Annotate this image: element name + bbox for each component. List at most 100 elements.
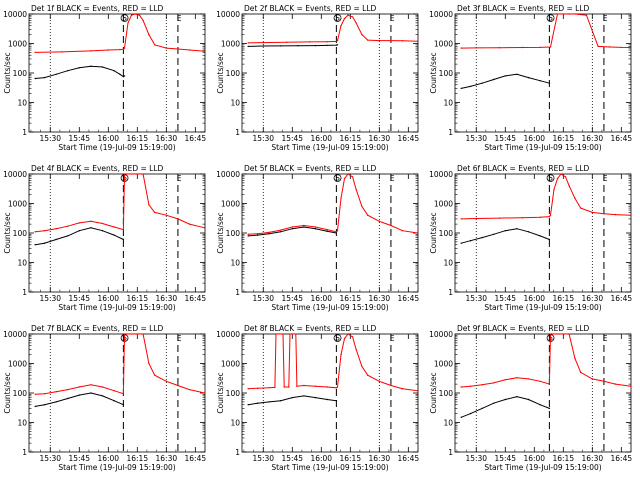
data-point-lld — [475, 47, 477, 49]
data-point-events — [314, 228, 317, 230]
data-point-events — [335, 400, 338, 402]
data-point-events — [314, 396, 317, 399]
data-point-events — [548, 407, 551, 410]
data-point-events — [303, 226, 305, 228]
data-point-events — [504, 75, 506, 77]
x-tick-label: 16:00 — [97, 294, 119, 303]
x-tick-label: 16:15 — [339, 134, 361, 143]
data-point-lld — [142, 19, 144, 22]
plot-frame — [241, 13, 419, 133]
data-point-events — [481, 407, 483, 410]
plot-frame — [241, 333, 419, 453]
data-point-events — [247, 404, 249, 406]
data-point-lld — [101, 222, 104, 225]
data-point-lld — [378, 39, 380, 42]
x-tick-label: 16:45 — [398, 134, 420, 143]
x-tick-label: 16:00 — [310, 134, 332, 143]
data-point-lld — [123, 47, 126, 49]
data-point-events — [67, 397, 69, 400]
data-point-lld — [522, 46, 524, 49]
x-tick-label: 16:15 — [126, 294, 148, 303]
saa-marker-circle — [546, 14, 555, 22]
data-point-lld — [142, 334, 144, 335]
data-point-lld — [390, 224, 392, 227]
y-tick-label: 1 — [235, 448, 240, 457]
x-tick-label: 15:30 — [39, 294, 61, 303]
data-point-events — [122, 238, 125, 241]
x-axis-label: Start Time (19-Jul-09 15:19:00) — [484, 463, 601, 472]
y-tick-label: 10 — [443, 419, 453, 428]
data-point-events — [55, 238, 57, 241]
y-tick-label: 10 — [17, 99, 27, 108]
data-point-lld — [620, 46, 622, 49]
data-point-events — [268, 401, 270, 403]
panel-title: Det 9f BLACK = Events, RED = LLD — [457, 324, 590, 333]
data-point-lld — [548, 383, 551, 385]
panel-det-3: Det 3f BLACK = Events, RED = LLD 1 10 100 10… — [429, 4, 632, 152]
series-line-lld — [35, 334, 205, 395]
data-point-events — [335, 44, 338, 46]
data-point-lld — [562, 14, 564, 15]
y-tick-label: 10 — [230, 419, 240, 428]
series-group — [247, 174, 418, 237]
series-line-lld — [248, 174, 418, 235]
data-point-lld — [335, 231, 338, 233]
data-point-events — [460, 416, 462, 418]
x-tick-label: 16:30 — [582, 134, 604, 143]
data-point-lld — [527, 378, 530, 380]
saa-marker-label: S — [122, 14, 127, 23]
data-point-lld — [416, 390, 418, 392]
x-tick-label: 16:30 — [156, 134, 178, 143]
data-point-events — [123, 75, 126, 77]
data-point-lld — [481, 384, 483, 386]
end-marker-label: E — [390, 334, 395, 343]
data-point-lld — [34, 51, 36, 54]
x-tick-label: 16:15 — [339, 454, 361, 463]
x-tick-label: 15:30 — [252, 294, 274, 303]
y-axis-label: Counts/sec — [3, 372, 12, 413]
saa-marker-label: S — [335, 334, 340, 343]
data-point-lld — [603, 213, 605, 215]
data-point-lld — [275, 334, 277, 335]
data-point-lld — [165, 380, 167, 382]
y-tick-label: 1000 — [434, 360, 453, 369]
data-point-lld — [548, 215, 551, 218]
data-point-events — [326, 398, 328, 401]
data-point-lld — [309, 41, 311, 43]
saa-marker-label: S — [335, 14, 340, 23]
data-point-lld — [289, 334, 291, 335]
data-point-lld — [127, 22, 129, 24]
data-point-lld — [90, 50, 92, 52]
y-tick-label: 1 — [235, 288, 240, 297]
data-point-lld — [469, 385, 472, 387]
x-axis-label: Start Time (19-Jul-09 15:19:00) — [271, 143, 388, 152]
data-point-lld — [268, 387, 270, 389]
data-point-events — [90, 227, 92, 229]
series-line-lld — [35, 174, 205, 233]
x-tick-label: 15:45 — [494, 294, 516, 303]
data-point-events — [548, 238, 551, 241]
data-point-events — [101, 66, 104, 68]
data-point-lld — [568, 14, 570, 15]
data-point-events — [34, 244, 36, 246]
data-point-lld — [130, 14, 133, 16]
data-point-lld — [568, 334, 570, 335]
data-point-events — [527, 398, 530, 401]
data-point-lld — [90, 384, 92, 386]
data-point-lld — [203, 392, 205, 394]
x-tick-label: 16:15 — [126, 454, 148, 463]
y-tick-label: 1000 — [221, 360, 240, 369]
data-point-lld — [61, 51, 63, 53]
y-tick-label: 10000 — [216, 330, 240, 339]
data-point-lld — [343, 17, 346, 20]
data-point-events — [67, 70, 69, 72]
data-point-lld — [188, 49, 191, 51]
series-line-lld — [461, 14, 631, 49]
data-point-lld — [539, 380, 541, 382]
data-point-events — [90, 392, 92, 394]
data-point-lld — [614, 213, 617, 216]
data-point-events — [539, 235, 541, 237]
data-point-lld — [280, 229, 282, 231]
y-tick-label: 10000 — [429, 330, 453, 339]
saa-marker-circle — [120, 14, 129, 22]
